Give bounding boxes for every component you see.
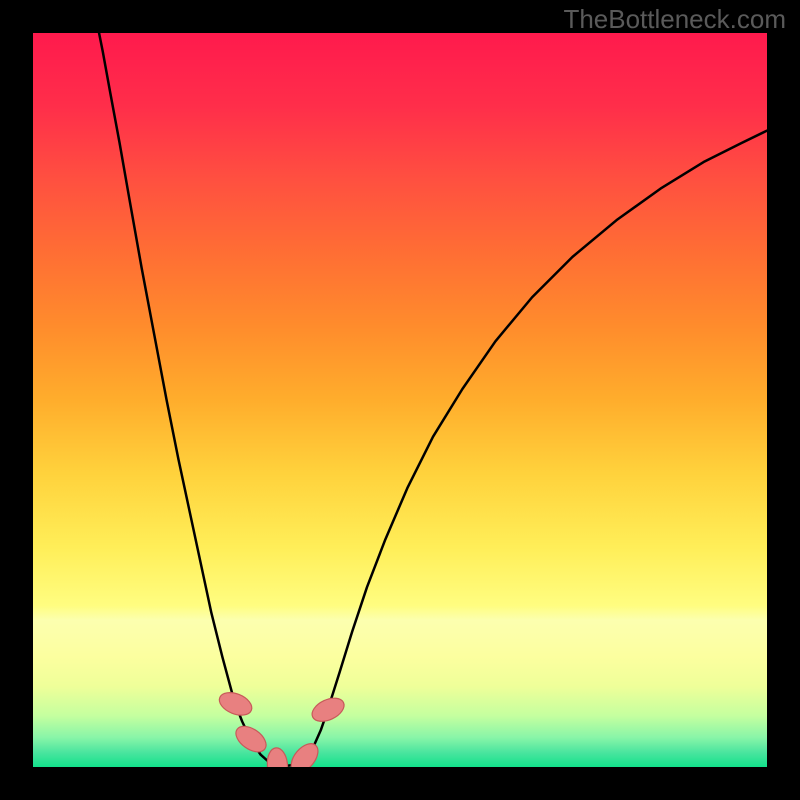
curve-marker xyxy=(231,721,270,757)
figure-container: TheBottleneck.com xyxy=(0,0,800,800)
watermark-text: TheBottleneck.com xyxy=(563,4,786,35)
bottleneck-curve xyxy=(99,33,767,766)
curve-marker xyxy=(286,739,323,767)
curve-marker xyxy=(266,747,289,767)
curve-marker xyxy=(308,694,347,726)
chart-svg xyxy=(33,33,767,767)
curve-marker xyxy=(216,688,255,719)
plot-area xyxy=(33,33,767,767)
